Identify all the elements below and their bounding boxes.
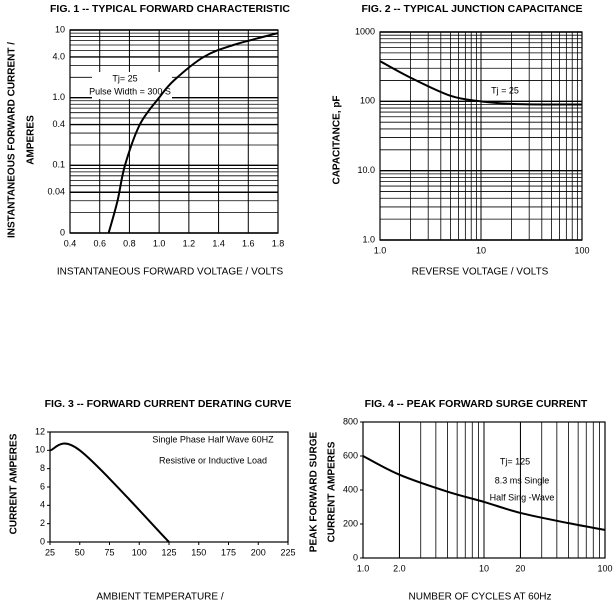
annotation: Single Phase Half Wave 60HZ <box>152 434 274 444</box>
x-tick-label: 175 <box>221 547 236 557</box>
x-tick-label: 1.0 <box>374 245 387 255</box>
x-tick-label: 1.0 <box>153 238 166 248</box>
x-tick-label: 10 <box>476 245 486 255</box>
x-tick-label: 20 <box>515 563 525 573</box>
x-tick-label: 100 <box>574 245 589 255</box>
x-tick-label: 0.6 <box>93 238 106 248</box>
data-line <box>362 455 606 531</box>
annotation: Tj= 125 <box>500 456 530 466</box>
data-line <box>107 32 279 234</box>
x-tick-label: 75 <box>104 547 114 557</box>
plot-frame <box>362 421 606 559</box>
x-axis-label: INSTANTANEOUS FORWARD VOLTAGE / VOLTS <box>57 267 284 278</box>
y-tick-label: 1000 <box>355 26 375 36</box>
y-axis-label: CURRENT AMPERES <box>327 441 338 542</box>
y-axis-label: PEAK FORWARD SURGE <box>309 431 320 552</box>
x-tick-label: 1.0 <box>357 563 370 573</box>
annotation: Tj = 25 <box>491 85 519 95</box>
y-tick-label: 0 <box>353 552 358 562</box>
y-axis-label: CURRENT AMPERES <box>9 433 20 534</box>
plot-frame <box>379 31 583 241</box>
x-tick-label: 225 <box>280 547 295 557</box>
y-tick-label: 10 <box>35 445 45 455</box>
x-tick-label: 200 <box>251 547 266 557</box>
data-line <box>49 442 170 543</box>
y-tick-label: 10.0 <box>357 165 375 175</box>
y-tick-label: 0.04 <box>47 187 65 197</box>
x-tick-label: 1.8 <box>272 238 285 248</box>
x-axis-label: REVERSE VOLTAGE / VOLTS <box>412 267 549 278</box>
x-tick-label: 100 <box>132 547 147 557</box>
x-tick-label: 50 <box>75 547 85 557</box>
x-tick-label: 0.4 <box>64 238 77 248</box>
annotation-box <box>92 72 172 99</box>
chart-title: FIG. 1 -- TYPICAL FORWARD CHARACTERISTIC <box>50 3 290 15</box>
y-tick-label: 6 <box>40 481 45 491</box>
annotation: 8.3 ms Single <box>495 475 550 485</box>
x-tick-label: 100 <box>597 563 612 573</box>
chart-title: FIG. 3 -- FORWARD CURRENT DERATING CURVE <box>45 398 292 410</box>
y-tick-label: 10 <box>55 24 65 34</box>
x-tick-label: 125 <box>161 547 176 557</box>
annotation: Resistive or Inductive Load <box>159 455 267 465</box>
y-tick-label: 0.1 <box>52 160 65 170</box>
x-tick-label: 0.8 <box>123 238 136 248</box>
x-axis-label: AMBIENT TEMPERATURE / <box>96 592 223 602</box>
annotation: Half Sing -Wave <box>490 492 555 502</box>
y-tick-label: 2 <box>40 518 45 528</box>
plot-frame <box>49 431 289 543</box>
x-tick-label: 150 <box>191 547 206 557</box>
x-tick-label: 2.0 <box>393 563 406 573</box>
y-tick-label: 4 <box>40 500 45 510</box>
y-tick-label: 0 <box>60 227 65 237</box>
y-tick-label: 400 <box>343 484 358 494</box>
y-tick-label: 600 <box>343 450 358 460</box>
y-tick-label: 0 <box>40 536 45 546</box>
chart-title: FIG. 4 -- PEAK FORWARD SURGE CURRENT <box>365 398 588 410</box>
x-tick-label: 25 <box>45 547 55 557</box>
y-axis-label: AMPERES <box>26 115 37 165</box>
y-tick-label: 1.0 <box>362 234 375 244</box>
chart-title: FIG. 2 -- TYPICAL JUNCTION CAPACITANCE <box>361 3 582 15</box>
annotation: Tj= 25 <box>112 73 137 83</box>
y-tick-label: 100 <box>360 96 375 106</box>
y-tick-label: 0.4 <box>52 119 65 129</box>
x-tick-label: 10 <box>479 563 489 573</box>
y-tick-label: 800 <box>343 416 358 426</box>
y-axis-label: INSTANTANEOUS FORWARD CURRENT / <box>7 42 18 238</box>
plot-frame <box>69 29 279 234</box>
x-tick-label: 1.6 <box>242 238 255 248</box>
x-tick-label: 1.2 <box>183 238 196 248</box>
data-line <box>379 60 583 106</box>
y-tick-label: 4.0 <box>52 51 65 61</box>
y-tick-label: 1.0 <box>52 92 65 102</box>
x-axis-label: NUMBER OF CYCLES AT 60Hz <box>409 592 552 602</box>
y-tick-label: 200 <box>343 518 358 528</box>
y-tick-label: 12 <box>35 426 45 436</box>
y-tick-label: 8 <box>40 463 45 473</box>
y-axis-label: CAPACITANCE, pF <box>332 95 343 184</box>
x-tick-label: 1.4 <box>212 238 225 248</box>
annotation: Pulse Width = 300 S <box>89 86 171 96</box>
